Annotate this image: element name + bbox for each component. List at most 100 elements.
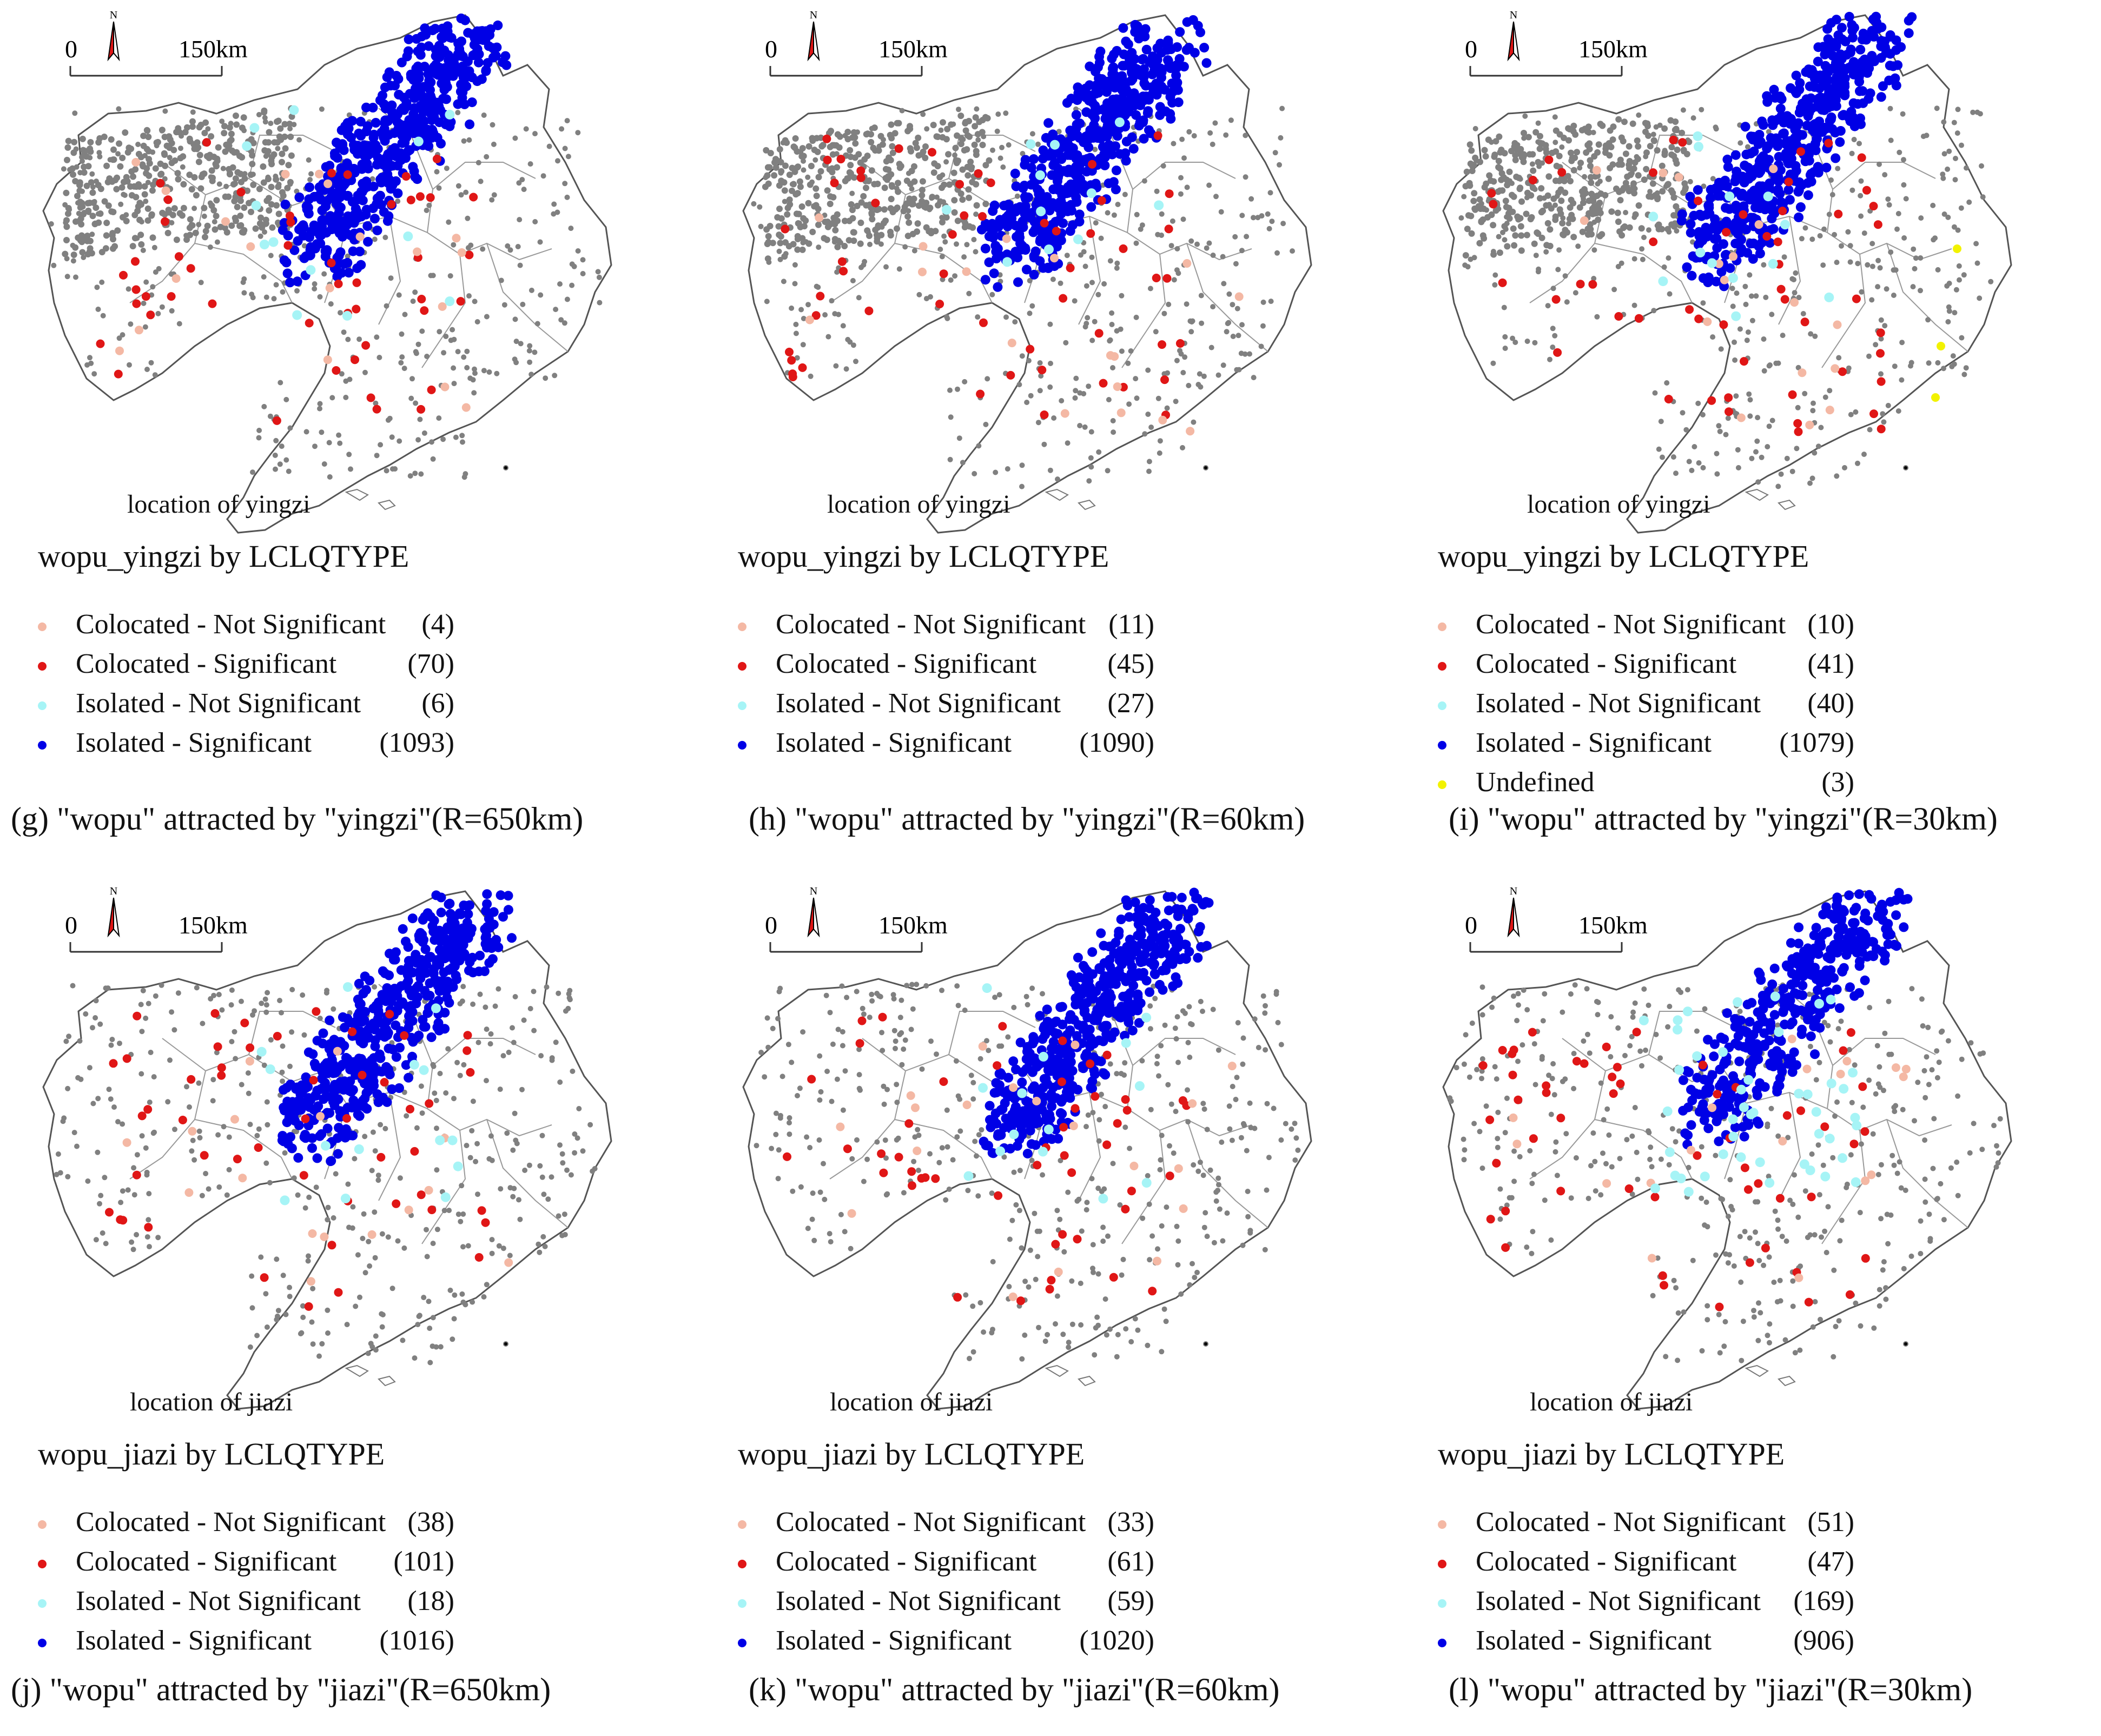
isolated-significant-point xyxy=(1072,110,1081,120)
background-point xyxy=(409,376,415,381)
background-point xyxy=(484,1282,490,1287)
background-point xyxy=(882,217,889,224)
background-point xyxy=(98,185,104,192)
background-point xyxy=(123,218,130,224)
isolated-significant-point xyxy=(1703,201,1713,210)
background-point xyxy=(1667,291,1673,297)
background-point xyxy=(147,1244,152,1249)
background-point xyxy=(1243,174,1248,180)
background-point xyxy=(1570,200,1576,207)
background-point xyxy=(109,230,116,236)
map-panel-h: N 0 150km location of yingzi wopu_yingzi… xyxy=(700,0,1400,860)
legend-label: Colocated - Significant xyxy=(1476,648,1736,680)
background-point xyxy=(861,156,868,163)
background-point xyxy=(149,187,156,194)
isolated-significant-point xyxy=(409,93,419,103)
isolated-significant-point xyxy=(375,95,385,105)
background-point xyxy=(1681,108,1686,113)
legend-label: Colocated - Not Significant xyxy=(1476,608,1786,640)
background-point xyxy=(1108,337,1113,343)
background-point xyxy=(897,266,902,271)
background-point xyxy=(1557,206,1563,213)
background-point xyxy=(789,306,794,311)
background-point xyxy=(1535,230,1541,237)
background-point xyxy=(1687,459,1692,464)
isolated-not-significant-point xyxy=(1694,142,1703,151)
background-point xyxy=(1236,333,1241,338)
isolated-significant-point xyxy=(1846,116,1855,126)
isolated-significant-point xyxy=(294,193,304,202)
background-point xyxy=(146,1217,151,1222)
background-point xyxy=(263,1291,268,1296)
isolated-significant-point xyxy=(356,131,366,141)
background-point xyxy=(180,181,187,188)
background-point xyxy=(279,1010,284,1016)
isolated-not-significant-point xyxy=(1780,220,1790,229)
isolated-significant-point xyxy=(1904,28,1914,38)
background-point xyxy=(197,1135,203,1141)
background-point xyxy=(1887,202,1892,208)
background-point xyxy=(944,316,950,321)
background-point xyxy=(175,170,181,176)
colocated-significant-point xyxy=(976,390,985,399)
background-point xyxy=(1072,298,1078,303)
background-point xyxy=(1573,290,1578,295)
background-point xyxy=(874,207,881,213)
background-point xyxy=(419,328,425,334)
background-point xyxy=(184,1084,189,1089)
background-point xyxy=(1048,361,1053,366)
colocated-significant-point xyxy=(119,271,128,280)
background-point xyxy=(1111,418,1116,423)
background-point xyxy=(834,244,841,250)
legend-swatch xyxy=(738,701,746,710)
background-point xyxy=(1552,140,1558,145)
background-point xyxy=(1818,233,1823,238)
background-point xyxy=(140,132,147,139)
background-point xyxy=(504,1130,510,1136)
background-point xyxy=(80,147,87,154)
background-point xyxy=(1259,344,1264,349)
background-point xyxy=(1492,273,1498,278)
background-point xyxy=(1691,115,1696,121)
background-point xyxy=(1746,329,1751,335)
background-point xyxy=(1065,253,1070,258)
background-point xyxy=(176,990,181,996)
background-point xyxy=(404,1113,409,1118)
background-point xyxy=(97,1022,103,1027)
background-point xyxy=(790,181,797,188)
background-point xyxy=(119,155,125,161)
scale-start-label: 0 xyxy=(765,35,777,63)
background-point xyxy=(1700,412,1706,418)
isolated-significant-point xyxy=(1904,16,1914,25)
background-point xyxy=(471,390,477,395)
background-point xyxy=(1530,168,1536,174)
background-point xyxy=(1502,334,1508,340)
isolated-significant-point xyxy=(341,228,351,238)
background-point xyxy=(459,1183,464,1188)
background-point xyxy=(64,144,71,151)
background-point xyxy=(1734,290,1740,296)
background-point xyxy=(366,1239,371,1244)
colocated-significant-point xyxy=(781,225,789,234)
isolated-significant-point xyxy=(1837,23,1847,32)
isolated-significant-point xyxy=(293,1153,303,1163)
background-point xyxy=(280,1078,285,1084)
background-point xyxy=(460,439,465,445)
isolated-significant-point xyxy=(463,28,473,38)
background-point xyxy=(800,145,806,151)
background-point xyxy=(570,1069,575,1074)
colocated-significant-point xyxy=(327,169,336,177)
background-point xyxy=(395,1238,401,1244)
isolated-significant-point xyxy=(478,35,488,45)
undefined-point xyxy=(1953,244,1961,253)
colocated-significant-point xyxy=(1553,348,1562,357)
background-point xyxy=(263,1161,269,1166)
background-point xyxy=(87,200,93,206)
colocated-significant-point xyxy=(787,356,796,365)
background-point xyxy=(1606,176,1612,182)
background-point xyxy=(273,438,279,443)
background-point xyxy=(189,222,195,228)
background-point xyxy=(1247,352,1252,357)
background-point xyxy=(1647,143,1654,149)
background-point xyxy=(1192,133,1197,138)
